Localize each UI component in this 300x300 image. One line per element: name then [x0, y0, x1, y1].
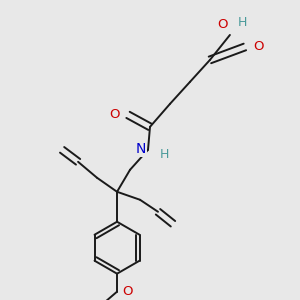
Text: O: O: [218, 19, 228, 32]
Text: O: O: [253, 40, 263, 53]
Text: O: O: [122, 285, 133, 298]
Text: H: H: [160, 148, 169, 161]
Text: N: N: [136, 142, 146, 156]
Text: H: H: [238, 16, 247, 29]
Text: O: O: [110, 108, 120, 122]
